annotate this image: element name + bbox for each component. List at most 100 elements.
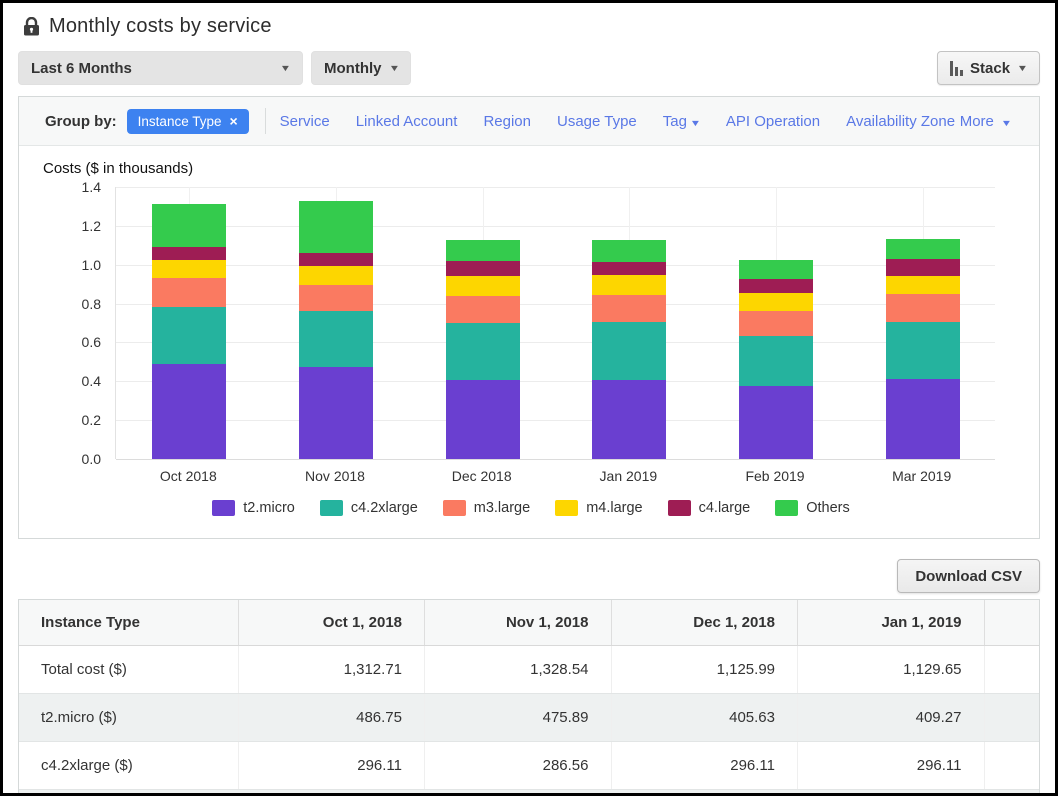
- legend-label: t2.micro: [243, 500, 295, 516]
- bar-segment-m3-large[interactable]: [445, 296, 520, 323]
- bar-segment-m3-large[interactable]: [885, 293, 960, 323]
- bar-segment-m4-large[interactable]: [445, 276, 520, 297]
- bar-segment-t2-micro[interactable]: [739, 385, 813, 459]
- bar-segment-t2-micro[interactable]: [592, 379, 667, 459]
- y-tick-label: 1.0: [81, 256, 101, 273]
- stacked-bar-nov-2018: [299, 200, 373, 459]
- cell-empty: [984, 645, 1039, 694]
- bar-segment-m4-large[interactable]: [739, 292, 813, 311]
- legend-item-c4-2xlarge[interactable]: c4.2xlarge: [319, 500, 418, 516]
- bar-chart-icon: [950, 60, 964, 76]
- bar-segment-c4-2xlarge[interactable]: [885, 322, 960, 379]
- group-by-link-linked-account[interactable]: Linked Account: [355, 112, 458, 130]
- legend-item-m4-large[interactable]: m4.large: [555, 500, 643, 516]
- bar-segment-c4-large[interactable]: [445, 260, 520, 277]
- legend-item-Others[interactable]: Others: [775, 500, 850, 516]
- bar-segment-c4-2xlarge[interactable]: [152, 306, 227, 365]
- bar-segment-m4-large[interactable]: [592, 275, 667, 295]
- group-by-link-api-operation[interactable]: API Operation: [725, 112, 821, 130]
- cost-value: 475.89: [424, 693, 612, 742]
- gridline: [116, 342, 995, 344]
- y-axis: 0.0 0.2 0.4 0.6 0.8 1.0 1.2 1.4: [43, 179, 115, 467]
- bar-segment-Others[interactable]: [152, 203, 227, 247]
- bar-segment-c4-large[interactable]: [592, 261, 667, 276]
- cost-value: 1,125.99: [611, 645, 798, 694]
- legend-item-c4-large[interactable]: c4.large: [667, 500, 750, 516]
- cost-table: Instance Type Oct 1, 2018 Nov 1, 2018 Dec 1…: [19, 600, 1039, 790]
- y-tick-label: 1.4: [81, 179, 101, 195]
- cost-value: 286.56: [424, 741, 612, 790]
- chip-label: Instance Type: [137, 113, 222, 129]
- legend-item-t2-micro[interactable]: t2.micro: [212, 500, 295, 516]
- bar-segment-m3-large[interactable]: [152, 278, 227, 307]
- bar-segment-t2-micro[interactable]: [885, 378, 960, 459]
- gridline: [116, 225, 995, 227]
- column-header: Oct 1, 2018: [238, 600, 425, 646]
- legend-swatch: [775, 500, 799, 516]
- date-range-value: Last 6 Months: [31, 59, 132, 77]
- bar-segment-c4-large[interactable]: [739, 278, 813, 293]
- lock-icon: [24, 17, 39, 36]
- group-by-link-availability-zone[interactable]: Availability Zone: [846, 112, 956, 130]
- page-title: Monthly costs by service: [49, 15, 272, 37]
- bar-segment-c4-2xlarge[interactable]: [592, 322, 667, 380]
- table-row: t2.micro ($) 486.75 475.89 405.63 409.27: [19, 693, 1039, 742]
- y-tick-label: 0.8: [81, 295, 101, 312]
- legend-swatch: [442, 500, 466, 516]
- cost-value: 1,312.71: [238, 645, 425, 694]
- granularity-dropdown[interactable]: Monthly ▼: [311, 51, 412, 85]
- x-tick-label: Oct 2018: [159, 468, 217, 484]
- cost-value: 296.11: [238, 741, 425, 790]
- bar-segment-c4-2xlarge[interactable]: [445, 322, 520, 381]
- group-by-link-region[interactable]: Region: [483, 112, 531, 130]
- chart-area: Costs ($ in thousands) 0.0 0.2 0.4 0.6 0.8 1.…: [19, 146, 1039, 538]
- gridline: [116, 381, 995, 383]
- stacked-bar-dec-2018: [445, 240, 520, 459]
- y-tick-label: 0.4: [81, 373, 101, 390]
- bar-segment-m3-large[interactable]: [299, 284, 373, 311]
- legend-swatch: [319, 500, 343, 516]
- cost-value: 1,129.65: [797, 645, 985, 694]
- download-csv-button[interactable]: Download CSV: [897, 559, 1040, 593]
- bar-segment-m3-large[interactable]: [592, 294, 667, 323]
- chart-title: Costs ($ in thousands): [43, 160, 194, 177]
- legend-swatch: [555, 500, 579, 516]
- bar-segment-m4-large[interactable]: [152, 260, 227, 279]
- column-header: Instance Type: [19, 600, 239, 646]
- bar-segment-Others[interactable]: [739, 259, 813, 279]
- close-icon[interactable]: ×: [229, 113, 238, 129]
- bar-segment-m3-large[interactable]: [739, 310, 813, 337]
- bar-segment-Others[interactable]: [592, 239, 667, 262]
- bar-segment-c4-large[interactable]: [299, 252, 373, 267]
- group-by-link-tag[interactable]: Tag ▼: [662, 112, 702, 130]
- bar-segment-Others[interactable]: [445, 240, 520, 261]
- y-tick-label: 0.6: [81, 334, 101, 351]
- table-row: c4.2xlarge ($) 296.11 286.56 296.11 296.11: [19, 741, 1039, 790]
- bar-segment-m4-large[interactable]: [299, 266, 373, 285]
- bar-segment-c4-large[interactable]: [152, 246, 227, 261]
- bar-segment-m4-large[interactable]: [885, 275, 960, 294]
- bar-segment-c4-2xlarge[interactable]: [739, 336, 813, 386]
- date-range-dropdown[interactable]: Last 6 Months ▼: [18, 51, 303, 85]
- bar-segment-Others[interactable]: [885, 239, 960, 260]
- bar-segment-c4-large[interactable]: [885, 259, 960, 276]
- bar-segment-t2-micro[interactable]: [152, 364, 227, 459]
- legend-label: Others: [806, 500, 850, 516]
- bar-segment-t2-micro[interactable]: [445, 380, 520, 459]
- y-tick-label: 1.2: [81, 217, 101, 234]
- group-by-chip-instance-type[interactable]: Instance Type ×: [126, 108, 249, 134]
- gridline: [116, 303, 995, 305]
- chevron-down-icon: ▼: [388, 63, 400, 73]
- group-by-link-service[interactable]: Service: [279, 112, 330, 130]
- bar-segment-Others[interactable]: [299, 200, 373, 253]
- cost-value: 296.11: [611, 741, 798, 790]
- chart-style-dropdown[interactable]: Stack ▼: [937, 51, 1040, 85]
- group-by-more-dropdown[interactable]: More ▼: [960, 113, 1013, 130]
- stacked-bar-oct-2018: [152, 203, 227, 459]
- legend-item-m3-large[interactable]: m3.large: [442, 500, 530, 516]
- bar-segment-c4-2xlarge[interactable]: [299, 310, 373, 367]
- bar-segment-t2-micro[interactable]: [299, 366, 373, 459]
- group-by-link-usage-type[interactable]: Usage Type: [557, 112, 637, 130]
- column-header: Dec 1, 2018: [611, 600, 798, 646]
